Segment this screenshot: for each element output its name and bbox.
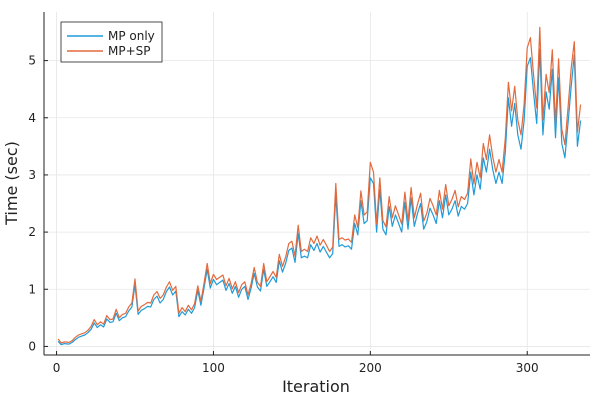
x-tick-label: 0	[53, 361, 61, 375]
series-line-mp-sp	[57, 26, 582, 344]
legend-label-mp-only: MP only	[108, 29, 155, 43]
y-tick-label: 2	[28, 225, 36, 239]
series-line-mp-only	[57, 48, 582, 346]
x-tick-labels: 0 100 200 300	[53, 351, 539, 375]
y-tick-labels: 0 1 2 3 4 5	[28, 54, 48, 353]
x-tick-label: 300	[516, 361, 539, 375]
y-tick-label: 0	[28, 339, 36, 353]
grid-lines	[44, 12, 590, 355]
legend-box	[60, 21, 163, 63]
legend-label-mp-sp: MP+SP	[108, 44, 151, 58]
y-axis-label: Time (sec)	[2, 141, 21, 226]
y-tick-label: 1	[28, 282, 36, 296]
x-tick-label: 200	[359, 361, 382, 375]
axes	[43, 12, 590, 356]
x-axis-label: Iteration	[282, 377, 350, 396]
x-tick-label: 100	[202, 361, 225, 375]
y-tick-label: 3	[28, 168, 36, 182]
y-tick-label: 4	[28, 111, 36, 125]
series-lines	[57, 26, 582, 346]
legend: MP only MP+SP	[60, 21, 163, 63]
y-tick-label: 5	[28, 54, 36, 68]
